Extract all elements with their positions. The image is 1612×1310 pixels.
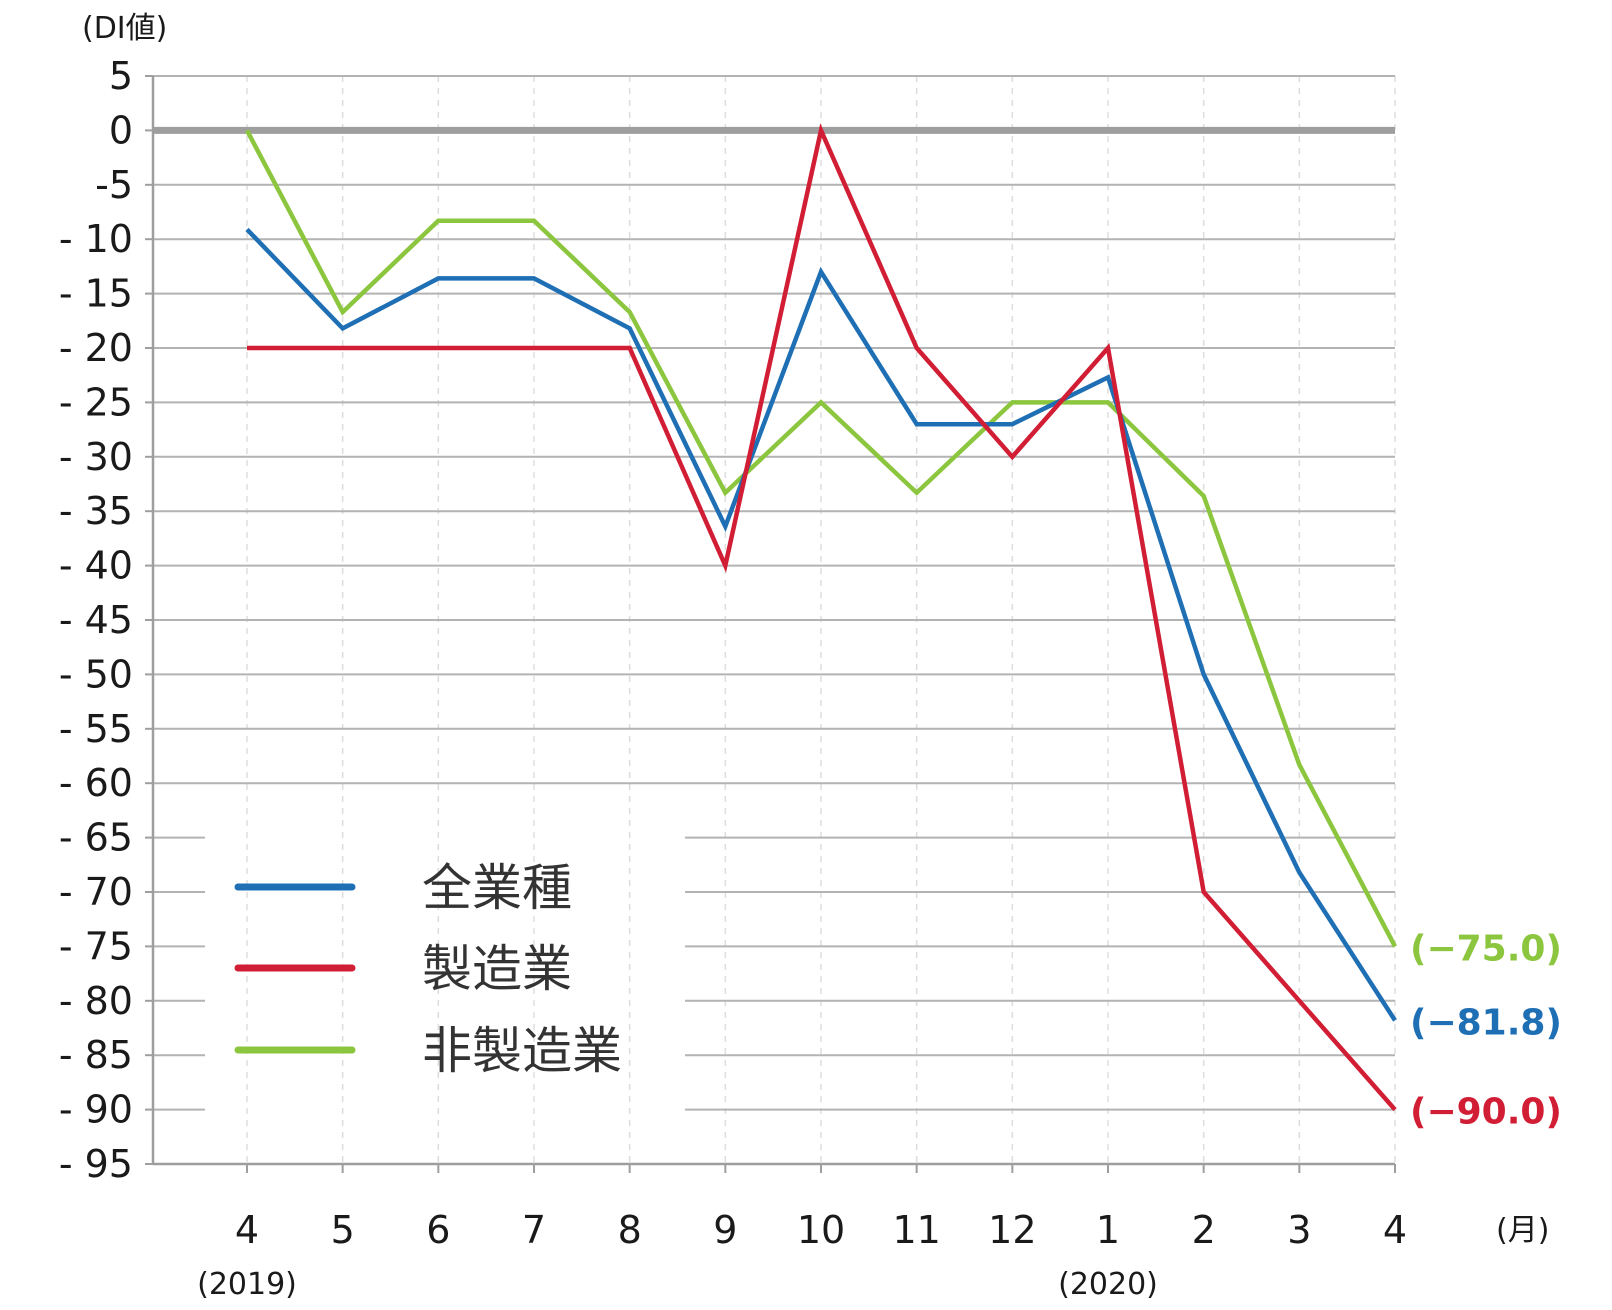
y-tick-label: -5: [95, 163, 133, 207]
legend-label: 全業種: [422, 859, 572, 917]
legend-label: 製造業: [422, 940, 572, 998]
x-tick-labels: 4 5 6 7 8 9 10 11 12 1 2 3 4(2019) (2020): [197, 1208, 1407, 1302]
y-tick-label: - 70: [59, 870, 133, 914]
year-label: (2019): [197, 1267, 297, 1302]
y-tick-label: - 10: [59, 217, 133, 261]
y-tick-label: - 30: [59, 435, 133, 479]
x-tick-label: 12: [988, 1208, 1036, 1252]
y-tick-label: - 45: [59, 598, 133, 642]
y-tick-label: - 90: [59, 1088, 133, 1132]
x-tick-label: 6: [426, 1208, 450, 1252]
y-tick-label: - 60: [59, 761, 133, 805]
y-tick-label: - 80: [59, 979, 133, 1023]
y-tick-label: - 50: [59, 652, 133, 696]
x-tick-label: 4: [235, 1208, 259, 1252]
x-tick-label: 11: [892, 1208, 940, 1252]
x-tick-label: 4: [1383, 1208, 1407, 1252]
end-value-label: (−75.0): [1410, 928, 1562, 969]
series-lines: [245, 123, 1397, 1112]
year-label: (2020): [1058, 1267, 1158, 1302]
y-tick-label: - 20: [59, 326, 133, 370]
legend-label: 非製造業: [422, 1022, 622, 1080]
horizontal-gridlines: [153, 75, 1395, 1165]
y-tick-label: - 40: [59, 544, 133, 588]
y-tick-label: - 65: [59, 816, 133, 860]
x-tick-label: 9: [713, 1208, 737, 1252]
x-tick-label: 7: [522, 1208, 546, 1252]
x-axis-label: (月): [1496, 1213, 1549, 1248]
x-tick-label: 3: [1287, 1208, 1311, 1252]
y-tick-label: - 15: [59, 272, 133, 316]
y-tick-label: - 35: [59, 489, 133, 533]
end-value-label: (−81.8): [1410, 1002, 1562, 1043]
axes: [145, 75, 1396, 1173]
end-value-label: (−90.0): [1410, 1092, 1562, 1133]
y-tick-label: - 55: [59, 707, 133, 751]
end-value-labels: (−81.8) (−90.0) (−75.0): [1410, 928, 1562, 1132]
x-tick-label: 5: [331, 1208, 355, 1252]
x-tick-label: 10: [797, 1208, 845, 1252]
y-tick-labels: 5 0 -5 - 10 - 15 - 20 - 25 - 30 - 35 - 40 - 45 - 50…: [59, 54, 133, 1186]
y-tick-label: - 75: [59, 924, 133, 968]
x-tick-label: 2: [1192, 1208, 1216, 1252]
y-tick-label: - 85: [59, 1033, 133, 1077]
y-tick-label: 0: [109, 108, 133, 152]
y-tick-label: - 95: [59, 1142, 133, 1186]
y-tick-label: 5: [109, 54, 133, 98]
x-tick-label: 8: [618, 1208, 642, 1252]
x-tick-label: 1: [1096, 1208, 1120, 1252]
y-tick-label: - 25: [59, 380, 133, 424]
y-axis-label: (DI値): [82, 11, 167, 46]
